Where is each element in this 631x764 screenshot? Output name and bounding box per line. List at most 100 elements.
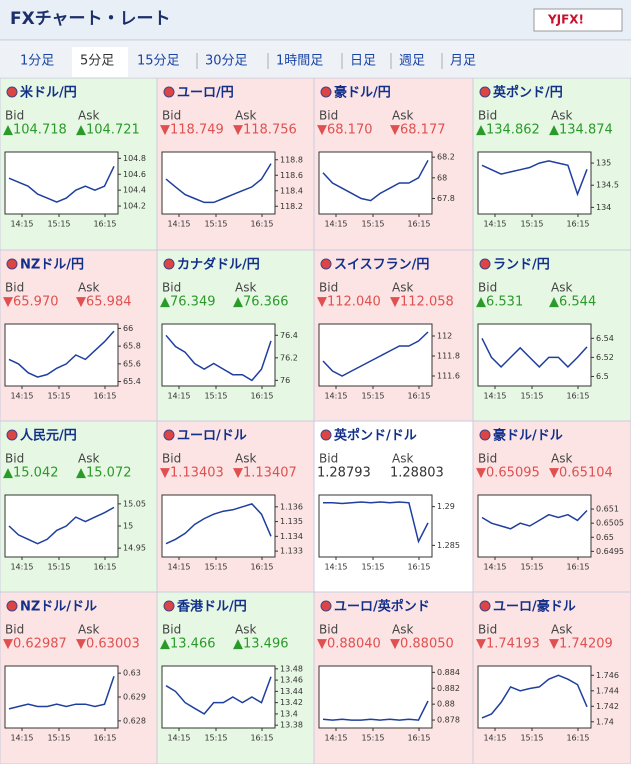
x-tick-label: 14:15	[324, 734, 347, 743]
pair-title[interactable]: 英ポンド/円	[492, 85, 563, 101]
tab[interactable]: 日足	[350, 54, 376, 69]
y-tick-label: 134.5	[596, 181, 619, 190]
y-tick-label: 76	[280, 376, 290, 385]
y-tick-label: 13.44	[280, 687, 303, 696]
y-tick-label: 118.6	[280, 171, 303, 180]
bid-label: Bid	[5, 281, 24, 295]
pair-title[interactable]: ランド/円	[493, 258, 550, 273]
tab[interactable]: 5分足	[80, 54, 114, 69]
bid-label: Bid	[319, 623, 338, 637]
ask-value: ▲134.874	[549, 123, 613, 138]
pair-title[interactable]: 豪ドル/円	[334, 85, 391, 101]
y-tick-label: 135	[596, 159, 611, 168]
y-tick-label: 0.878	[437, 716, 460, 725]
price-line	[8, 676, 115, 710]
ask-label: Ask	[235, 623, 256, 637]
y-tick-label: 15.05	[123, 499, 146, 508]
flag-icon	[6, 600, 18, 612]
x-tick-label: 15:15	[520, 734, 543, 743]
pair-title[interactable]: ユーロ/豪ドル	[493, 599, 576, 615]
chart-box	[477, 665, 592, 729]
x-tick-label: 16:15	[93, 220, 116, 229]
y-tick-label: 15	[123, 522, 133, 531]
price-line	[8, 165, 115, 203]
price-line	[8, 506, 115, 545]
x-tick-label: 16:15	[250, 734, 273, 743]
pair-title[interactable]: ユーロ/円	[177, 86, 234, 101]
price-line	[165, 676, 272, 715]
ask-value: ▲15.072	[76, 466, 132, 481]
ask-value: ▲6.544	[549, 295, 596, 310]
y-tick-label: 0.63	[123, 669, 141, 678]
pair-title[interactable]: NZドル/円	[20, 258, 84, 273]
flag-icon	[320, 258, 332, 270]
ask-label: Ask	[235, 281, 256, 295]
bid-value: ▼118.749	[160, 123, 224, 138]
x-tick-label: 14:15	[167, 220, 190, 229]
chart-box	[477, 323, 592, 387]
chart-box	[161, 151, 276, 215]
pair-title[interactable]: ユーロ/ドル	[177, 429, 247, 444]
pair-title[interactable]: ユーロ/英ポンド	[334, 599, 430, 615]
pair-title[interactable]: カナダドル/円	[177, 257, 260, 273]
flag-icon	[320, 429, 332, 441]
bid-value: ▼1.74193	[476, 637, 540, 652]
y-tick-label: 0.882	[437, 684, 460, 693]
y-tick-label: 76.2	[280, 353, 298, 362]
price-line	[481, 160, 588, 197]
tab-selected-bg	[72, 47, 128, 77]
x-tick-label: 14:15	[483, 734, 506, 743]
x-tick-label: 15:15	[361, 563, 384, 572]
ask-value: ▲104.721	[76, 123, 140, 138]
bid-value: ▼1.13403	[160, 466, 224, 481]
tab[interactable]: 週足	[399, 54, 425, 69]
tab[interactable]: 1分足	[20, 54, 54, 69]
tab[interactable]: 月足	[450, 54, 476, 69]
ask-label: Ask	[235, 452, 256, 466]
pair-title[interactable]: 人民元/円	[20, 428, 77, 444]
x-tick-label: 15:15	[47, 563, 70, 572]
ask-label: Ask	[235, 109, 256, 123]
ask-label: Ask	[78, 109, 99, 123]
tab[interactable]: 15分足	[137, 54, 180, 69]
tab[interactable]: 30分足	[205, 54, 248, 69]
chart-box	[4, 151, 119, 215]
bid-value: ▲13.466	[160, 637, 216, 652]
y-tick-label: 0.628	[123, 716, 146, 725]
x-tick-label: 16:15	[407, 220, 430, 229]
y-tick-label: 104.4	[123, 186, 146, 195]
x-tick-label: 14:15	[167, 563, 190, 572]
y-tick-label: 104.6	[123, 170, 146, 179]
bid-value: ▼68.170	[317, 123, 373, 138]
y-tick-label: 13.46	[280, 676, 303, 685]
flag-icon	[163, 429, 175, 441]
pair-title[interactable]: スイスフラン/円	[334, 258, 429, 273]
y-tick-label: 1.285	[437, 541, 460, 550]
pair-title[interactable]: 香港ドル/円	[176, 599, 247, 615]
price-line	[481, 337, 588, 368]
x-tick-label: 16:15	[407, 392, 430, 401]
y-tick-label: 6.52	[596, 353, 614, 362]
x-tick-label: 14:15	[10, 734, 33, 743]
y-tick-label: 65.8	[123, 342, 141, 351]
bid-label: Bid	[162, 623, 181, 637]
y-tick-label: 0.651	[596, 505, 619, 514]
ask-value: ▼0.65104	[549, 466, 613, 481]
y-tick-label: 1.133	[280, 547, 303, 556]
x-tick-label: 16:15	[250, 563, 273, 572]
pair-title[interactable]: 豪ドル/ドル	[493, 428, 563, 444]
tab[interactable]: 1時間足	[276, 54, 323, 69]
pair-title[interactable]: 米ドル/円	[20, 85, 77, 101]
ask-label: Ask	[392, 452, 413, 466]
header-title: FXチャート・レート	[10, 9, 171, 29]
pair-title[interactable]: NZドル/ドル	[20, 600, 97, 615]
bid-label: Bid	[478, 109, 497, 123]
y-tick-label: 13.4	[280, 709, 298, 718]
pair-title[interactable]: 英ポンド/ドル	[333, 428, 417, 444]
chart-box	[318, 151, 433, 215]
y-tick-label: 68	[437, 173, 447, 182]
ask-label: Ask	[392, 109, 413, 123]
bid-label: Bid	[319, 109, 338, 123]
chart-box	[161, 665, 276, 729]
